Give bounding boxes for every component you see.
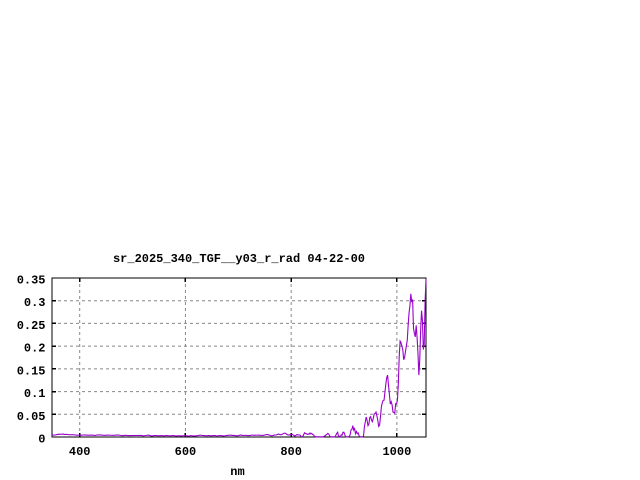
svg-text:800: 800 xyxy=(280,445,302,459)
svg-text:sr_2025_340_TGF__y03_r_rad 04-: sr_2025_340_TGF__y03_r_rad 04-22-00 xyxy=(113,252,365,266)
svg-text:0.05: 0.05 xyxy=(17,410,46,424)
svg-text:600: 600 xyxy=(175,445,197,459)
svg-text:0.3: 0.3 xyxy=(24,296,46,310)
svg-text:0.1: 0.1 xyxy=(24,387,46,401)
svg-text:400: 400 xyxy=(69,445,91,459)
svg-text:0.2: 0.2 xyxy=(24,342,46,356)
svg-text:0.35: 0.35 xyxy=(17,274,46,288)
svg-text:0: 0 xyxy=(38,433,45,447)
svg-text:0.15: 0.15 xyxy=(17,364,46,378)
svg-text:nm: nm xyxy=(230,465,244,479)
svg-text:1000: 1000 xyxy=(382,445,411,459)
svg-text:0.25: 0.25 xyxy=(17,319,46,333)
